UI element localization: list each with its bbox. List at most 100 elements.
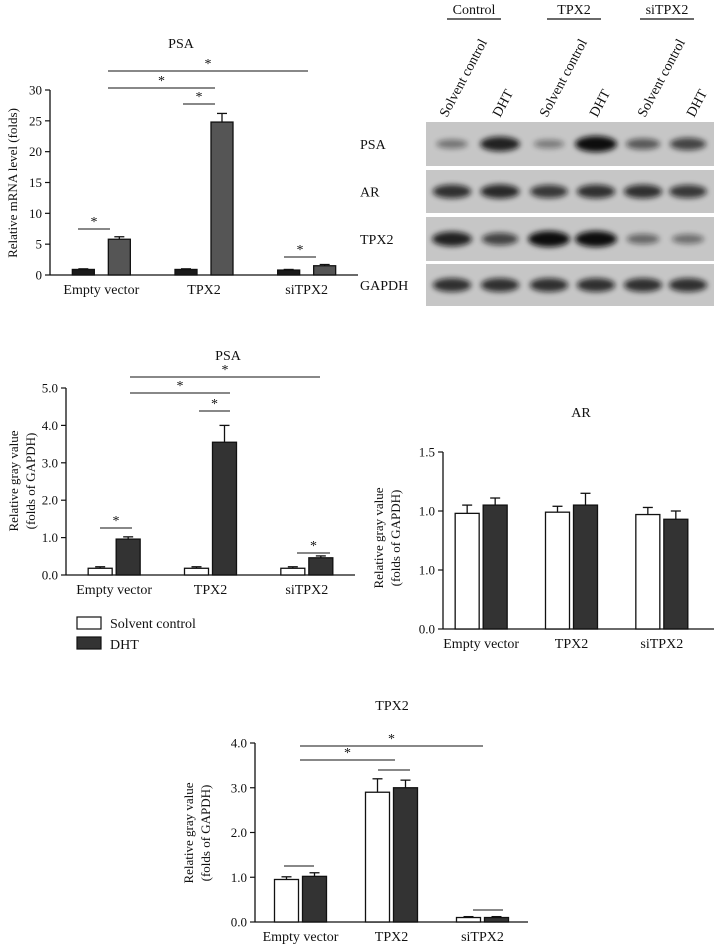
blot-band <box>576 184 616 199</box>
blot-band <box>671 234 705 244</box>
panel-c-y-tick-label: 3.0 <box>42 455 58 470</box>
blot-band <box>576 278 616 292</box>
panel-e-bar-solvent <box>455 916 482 923</box>
panel-d-y-tick-label: 1.0 <box>419 504 435 519</box>
blot-row-background <box>426 264 714 306</box>
panel-e-title: TPX2 <box>375 699 408 714</box>
panel-d-plot-area: 0.0 1.0 1.0 1.5 Empty vector TPX2 siTPX2 <box>419 445 714 652</box>
blot-row-label: AR <box>360 186 380 201</box>
panel-d-bar-dht <box>663 518 689 630</box>
panel-d-y-tick-label: 1.5 <box>419 445 435 460</box>
blot-band <box>481 232 519 246</box>
legend-swatch-dht <box>76 636 102 650</box>
panel-c-title: PSA <box>215 349 242 364</box>
panel-a-significance-mark: * <box>196 90 203 105</box>
panel-d-bar-solvent <box>544 511 571 630</box>
blot-band <box>480 184 520 199</box>
panel-e-y-tick-label: 3.0 <box>231 780 247 795</box>
panel-c-significance-mark: * <box>310 539 317 554</box>
panel-e-significance-mark: * <box>388 732 395 747</box>
blot-group-label: siTPX2 <box>646 3 689 18</box>
blot-band <box>625 138 661 150</box>
panel-e-x-tick-label: Empty vector <box>263 930 339 945</box>
panel-a-x-tick-label: siTPX2 <box>285 283 328 298</box>
panel-c-y-axis-label-line1: Relative gray value <box>6 430 21 531</box>
panel-e-y-tick-label: 2.0 <box>231 825 247 840</box>
blot-band <box>530 184 568 199</box>
blot-band <box>626 233 660 245</box>
blot-band <box>623 278 663 292</box>
blot-band <box>623 184 663 199</box>
panel-d-title: AR <box>571 406 591 421</box>
panel-a-plot-area: 0 5 10 15 20 25 30 Empty vector TPX2 siTPX2 * * * * * <box>29 57 358 298</box>
blot-row-background <box>426 170 714 213</box>
blot-band <box>533 139 565 149</box>
panel-d-y-axis-label-line1: Relative gray value <box>371 487 386 588</box>
blot-row-label: TPX2 <box>360 233 393 248</box>
panel-c-significance-mark: * <box>177 379 184 394</box>
panel-c-y-tick-label: 4.0 <box>42 418 58 433</box>
blot-band <box>432 184 472 199</box>
legend-swatch-solvent <box>76 616 102 630</box>
panel-c-significance-mark: * <box>113 514 120 529</box>
panel-e-bar-dht <box>483 916 510 923</box>
panel-a-y-tick-label: 5 <box>36 237 43 252</box>
panel-a-x-tick-label: Empty vector <box>63 283 139 298</box>
panel-a-significance-mark: * <box>297 243 304 258</box>
panel-c-y-tick-label: 0.0 <box>42 568 58 583</box>
panel-d-bar-dht <box>572 504 599 630</box>
panel-a-significance-mark: * <box>158 74 165 89</box>
panel-a-y-tick-label: 25 <box>29 113 42 128</box>
panel-e-bar-dht <box>301 875 328 923</box>
panel-e-y-tick-label: 1.0 <box>231 870 247 885</box>
panel-a-significance-mark: * <box>91 215 98 230</box>
panel-d-y-tick-label: 1.0 <box>419 563 435 578</box>
panel-c-significance-mark: * <box>211 397 218 412</box>
panel-c-y-tick-label: 5.0 <box>42 381 58 396</box>
panel-d-x-tick-label: TPX2 <box>555 637 588 652</box>
blot-row-background <box>426 122 714 166</box>
panel-c-y-tick-label: 2.0 <box>42 493 58 508</box>
panel-e-significance-mark: * <box>344 746 351 761</box>
panel-a-y-tick-label: 0 <box>36 268 43 283</box>
panel-a-y-tick-label: 20 <box>29 144 42 159</box>
panel-c-significance-mark: * <box>222 363 229 378</box>
panel-e-y-tick-label: 4.0 <box>231 736 247 751</box>
blot-band <box>480 136 520 152</box>
legend-label-dht: DHT <box>110 638 139 653</box>
panel-c-y-axis-label-line2: (folds of GAPDH) <box>23 433 38 530</box>
panel-c-x-tick-label: siTPX2 <box>285 583 328 598</box>
blot-row-label: PSA <box>360 138 387 153</box>
blot-band <box>480 278 520 292</box>
panel-e-y-tick-label: 0.0 <box>231 915 247 930</box>
blot-band <box>668 278 708 292</box>
panel-d-bar-dht <box>482 504 508 630</box>
panel-e-y-axis-label-line2: (folds of GAPDH) <box>198 785 213 882</box>
panel-e-bar-dht <box>392 787 419 923</box>
panel-e-bar-solvent <box>273 878 300 923</box>
blot-row-label: GAPDH <box>360 279 408 294</box>
panel-d-x-tick-label: siTPX2 <box>640 637 683 652</box>
panel-a-x-tick-label: TPX2 <box>187 283 220 298</box>
panel-d-y-tick-label: 0.0 <box>419 622 435 637</box>
panel-e-x-tick-label: siTPX2 <box>461 930 504 945</box>
blot-group-label: Control <box>453 3 496 18</box>
blot-band <box>575 231 617 247</box>
panel-c-x-tick-label: Empty vector <box>76 583 152 598</box>
blot-band <box>529 278 569 292</box>
panel-e-plot-area: 0.0 1.0 2.0 3.0 4.0 Empty vector TPX2 siTPX2 * * <box>231 732 528 945</box>
blot-band <box>432 278 472 292</box>
panel-e-x-tick-label: TPX2 <box>375 930 408 945</box>
panel-e-bar-solvent <box>364 791 391 923</box>
panel-c-x-tick-label: TPX2 <box>194 583 227 598</box>
blot-group-label: TPX2 <box>557 3 590 18</box>
blot-band <box>432 231 472 247</box>
panel-d-x-tick-label: Empty vector <box>443 637 519 652</box>
blot-band <box>528 231 570 247</box>
panel-a-y-tick-label: 30 <box>29 83 42 98</box>
